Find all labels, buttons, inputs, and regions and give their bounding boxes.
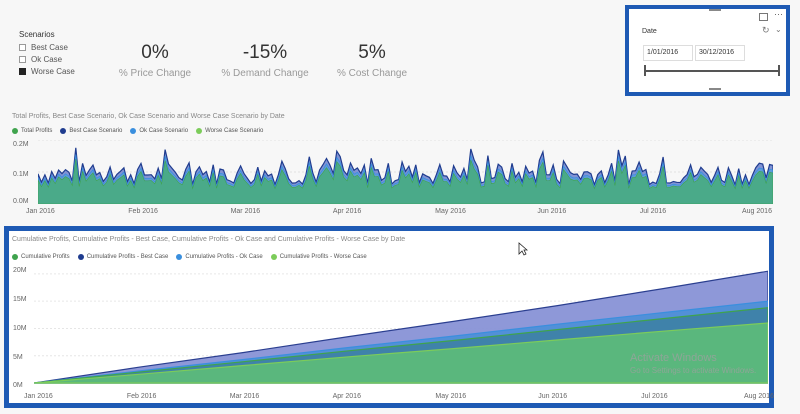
legend-label: Total Profits bbox=[21, 128, 53, 134]
chart2-plot[interactable] bbox=[34, 263, 768, 388]
scenario-label: Best Case bbox=[31, 43, 68, 52]
x-tick-label: Jan 2016 bbox=[26, 208, 55, 215]
clear-selection-icon[interactable]: ↻ bbox=[762, 25, 770, 35]
chart2-y-tick: 15M bbox=[13, 296, 27, 303]
legend-marker-icon bbox=[130, 128, 137, 134]
chart2-legend: Cumulative Profits Cumulative Profits - … bbox=[12, 254, 367, 260]
legend-item: Cumulative Profits - Worse Case bbox=[270, 254, 367, 260]
chart2-y-tick: 0M bbox=[13, 382, 23, 389]
legend-marker-icon bbox=[270, 254, 277, 260]
drag-handle-icon[interactable] bbox=[709, 88, 721, 90]
legend-label: Cumulative Profits - Worse Case bbox=[279, 254, 367, 260]
focus-mode-icon[interactable] bbox=[759, 13, 768, 21]
chart1-y-tick: 0.1M bbox=[13, 171, 29, 178]
date-slicer[interactable]: ⋯ Date ↻ ⌄ 1/01/2016 30/12/2016 bbox=[625, 5, 790, 96]
kpi-price-label: % Price Change bbox=[118, 68, 192, 79]
scenario-label: Worse Case bbox=[31, 67, 75, 76]
series-worse-case-area[interactable] bbox=[34, 322, 768, 384]
range-end-handle[interactable] bbox=[778, 65, 780, 76]
chart2-y-tick: 20M bbox=[13, 267, 27, 274]
legend-item: Cumulative Profits - Best Case bbox=[77, 254, 169, 260]
legend-label: Cumulative Profits bbox=[21, 254, 70, 260]
chart1-y-tick: 0.2M bbox=[13, 141, 29, 148]
legend-marker-icon bbox=[12, 254, 18, 260]
x-tick-label: Jan 2016 bbox=[24, 393, 53, 400]
chart1-y-tick: 0.0M bbox=[13, 198, 29, 205]
legend-marker-icon bbox=[12, 128, 18, 134]
legend-marker-icon bbox=[196, 128, 203, 134]
x-tick-label: Mar 2016 bbox=[229, 393, 260, 400]
legend-item: Best Case Scenario bbox=[60, 128, 122, 134]
activation-watermark-title: Activate Windows bbox=[630, 352, 717, 364]
activation-watermark-subtitle: Go to Settings to activate Windows. bbox=[630, 366, 757, 375]
legend-label: Cumulative Profits - Best Case bbox=[86, 254, 169, 260]
chart1-legend: Total Profits Best Case Scenario Ok Case… bbox=[12, 128, 263, 134]
series-total-profits-area bbox=[38, 158, 773, 204]
scenario-best-case[interactable]: Best Case bbox=[19, 43, 68, 52]
legend-item: Cumulative Profits - Ok Case bbox=[176, 254, 263, 260]
checkbox-icon[interactable] bbox=[19, 44, 26, 51]
x-tick-label: Aug 2016 bbox=[742, 208, 772, 215]
legend-label: Worse Case Scenario bbox=[205, 128, 264, 134]
x-tick-label: Aug 2016 bbox=[744, 393, 774, 400]
checkbox-checked-icon[interactable] bbox=[19, 68, 26, 75]
checkbox-icon[interactable] bbox=[19, 56, 26, 63]
chevron-down-icon[interactable]: ⌄ bbox=[775, 25, 782, 34]
legend-label: Ok Case Scenario bbox=[139, 128, 189, 134]
scenario-worse-case[interactable]: Worse Case bbox=[19, 67, 75, 76]
x-tick-label: Jul 2016 bbox=[639, 208, 667, 215]
x-tick-label: May 2016 bbox=[435, 393, 467, 400]
x-tick-label: Feb 2016 bbox=[128, 208, 158, 215]
kpi-cost-label: % Cost Change bbox=[336, 68, 408, 79]
kpi-demand-value: -15% bbox=[242, 42, 288, 63]
kpi-demand-label: % Demand Change bbox=[221, 68, 309, 79]
drag-handle-icon[interactable] bbox=[709, 9, 721, 11]
legend-item: Worse Case Scenario bbox=[196, 128, 263, 134]
chart1-title: Total Profits, Best Case Scenario, Ok Ca… bbox=[12, 113, 285, 120]
legend-item: Cumulative Profits bbox=[12, 254, 70, 260]
x-tick-label: Apr 2016 bbox=[332, 208, 362, 215]
chart2-y-tick: 5M bbox=[13, 354, 23, 361]
x-tick-label: Jun 2016 bbox=[537, 208, 567, 215]
end-date-input[interactable]: 30/12/2016 bbox=[695, 45, 745, 61]
legend-label: Cumulative Profits - Ok Case bbox=[185, 254, 263, 260]
more-options-icon[interactable]: ⋯ bbox=[774, 9, 783, 19]
chart2-title: Cumulative Profits, Cumulative Profits -… bbox=[12, 236, 406, 243]
chart2-y-tick: 10M bbox=[13, 325, 27, 332]
x-tick-label: Jul 2016 bbox=[641, 393, 668, 400]
date-range-track[interactable] bbox=[645, 70, 779, 72]
kpi-price-value: 0% bbox=[141, 42, 169, 63]
scenarios-title: Scenarios bbox=[19, 30, 55, 39]
chart1-plot[interactable] bbox=[38, 140, 773, 204]
legend-marker-icon bbox=[176, 254, 183, 260]
x-tick-label: May 2016 bbox=[435, 208, 466, 215]
x-tick-label: Feb 2016 bbox=[126, 393, 157, 400]
legend-label: Best Case Scenario bbox=[69, 128, 123, 134]
legend-marker-icon bbox=[60, 128, 67, 134]
x-tick-label: Apr 2016 bbox=[332, 393, 361, 400]
mouse-cursor-icon bbox=[518, 242, 528, 256]
scenario-label: Ok Case bbox=[31, 55, 63, 64]
scenario-ok-case[interactable]: Ok Case bbox=[19, 55, 62, 64]
x-tick-label: Jun 2016 bbox=[538, 393, 568, 400]
start-date-input[interactable]: 1/01/2016 bbox=[643, 45, 693, 61]
slicer-title: Date bbox=[642, 28, 657, 35]
x-tick-label: Mar 2016 bbox=[230, 208, 261, 215]
kpi-cost-value: 5% bbox=[358, 42, 386, 63]
range-start-handle[interactable] bbox=[644, 65, 646, 76]
legend-item: Ok Case Scenario bbox=[130, 128, 188, 134]
legend-marker-icon bbox=[77, 254, 84, 260]
legend-item: Total Profits bbox=[12, 128, 52, 134]
